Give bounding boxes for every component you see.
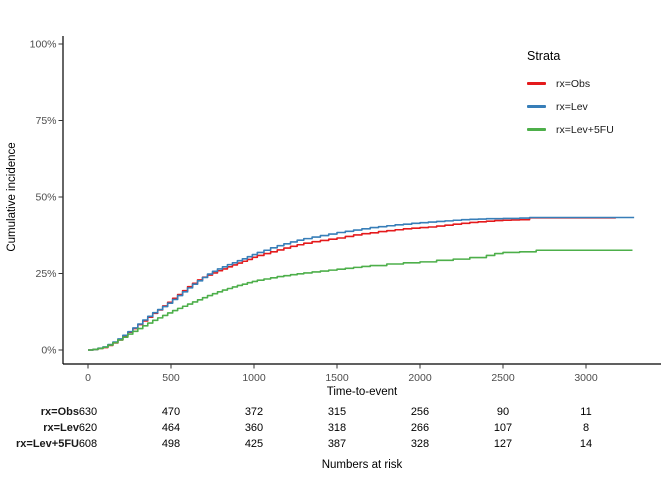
risk-value: 127 — [493, 438, 513, 450]
x-tick-label: 2500 — [491, 372, 515, 384]
risk-value: 90 — [496, 406, 510, 418]
x-tick-label: 500 — [162, 372, 180, 384]
y-tick-label: 100% — [30, 39, 57, 51]
legend-key-line — [527, 105, 546, 108]
y-tick-label: 25% — [35, 268, 56, 280]
legend-entry-label: rx=Obs — [556, 77, 591, 90]
risk-value: 318 — [327, 422, 347, 434]
risk-value: 630 — [78, 406, 98, 418]
risk-value: 8 — [582, 422, 590, 434]
legend-entry: rx=Lev+5FU — [527, 118, 614, 141]
legend-key-line — [527, 128, 546, 131]
risk-row-label: rx=Lev — [43, 422, 79, 434]
x-tick-label: 1500 — [325, 372, 349, 384]
risk-value: 620 — [78, 422, 98, 434]
risk-row-label: rx=Lev+5FU — [16, 438, 79, 450]
x-tick-label: 2000 — [408, 372, 432, 384]
legend-key-line — [527, 82, 546, 85]
y-tick-label: 0% — [41, 345, 56, 357]
x-tick-label: 0 — [85, 372, 91, 384]
y-axis-title: Cumulative incidence — [6, 142, 18, 252]
risk-table-title: Numbers at risk — [321, 459, 403, 471]
curve-rx-lev — [88, 216, 635, 351]
legend-entries: rx=Obs rx=Lev rx=Lev+5FU — [527, 72, 614, 141]
risk-value: 14 — [579, 438, 593, 450]
risk-value: 372 — [244, 406, 264, 418]
risk-value: 107 — [493, 422, 513, 434]
curve-rx-lev-5fu — [88, 249, 633, 351]
legend-entry-label: rx=Lev — [556, 100, 588, 113]
risk-value: 256 — [410, 406, 430, 418]
legend-entry: rx=Obs — [527, 72, 614, 95]
curve-rx-obs — [88, 217, 616, 351]
risk-value: 315 — [327, 406, 347, 418]
legend: Strata rx=Obs rx=Lev rx=Lev+5FU — [527, 49, 614, 141]
risk-value: 360 — [244, 422, 264, 434]
risk-value: 470 — [161, 406, 181, 418]
risk-value: 498 — [161, 438, 181, 450]
risk-value: 11 — [580, 406, 592, 418]
risk-row-label: rx=Obs — [40, 406, 79, 418]
x-axis-title: Time-to-event — [326, 386, 398, 398]
x-tick-label: 3000 — [574, 372, 598, 384]
risk-value: 464 — [161, 422, 181, 434]
risk-value: 328 — [410, 438, 430, 450]
y-tick-label: 75% — [35, 115, 56, 127]
legend-entry-label: rx=Lev+5FU — [556, 123, 614, 136]
legend-entry: rx=Lev — [527, 95, 614, 118]
x-tick-label: 1000 — [242, 372, 266, 384]
y-tick-label: 50% — [35, 192, 56, 204]
risk-value: 266 — [410, 422, 430, 434]
risk-value: 608 — [78, 438, 98, 450]
risk-value: 425 — [244, 438, 264, 450]
legend-title: Strata — [527, 49, 561, 63]
risk-value: 387 — [327, 438, 347, 450]
